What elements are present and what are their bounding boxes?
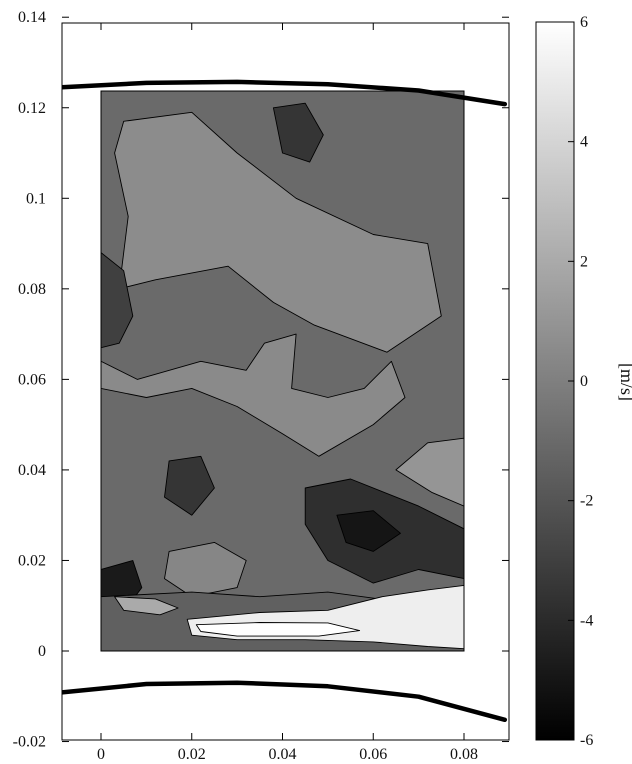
colorbar-tick-label: -6 — [580, 732, 593, 749]
colorbar-tick-label: 4 — [580, 134, 588, 151]
colorbar-tick-label: 2 — [580, 253, 588, 270]
contour-region-upper-dark-patch — [272, 102, 324, 163]
y-tick-label: 0.04 — [18, 462, 46, 479]
measurement-window — [100, 90, 465, 652]
colorbar-ticks: -6 -4 -2 0 2 4 6 — [568, 14, 593, 749]
contour-region-bottom-bright-strip — [195, 622, 361, 637]
y-tick-label: 0.14 — [18, 9, 46, 26]
x-tick-label: 0.02 — [178, 746, 206, 763]
colorbar-gradient — [535, 21, 575, 741]
contour-region-mid-dark-blob — [164, 455, 215, 516]
y-tick-label: 0 — [38, 643, 46, 660]
x-tick-label: 0.08 — [450, 746, 478, 763]
lower-wall-curve — [62, 680, 508, 723]
x-tick-label: 0 — [97, 746, 105, 763]
contour-regions — [101, 91, 464, 651]
contour-region-lower-core-dark — [336, 510, 401, 552]
contour-region-right-light-area — [395, 437, 464, 507]
colorbar-tick-label: 0 — [580, 373, 588, 390]
colorbar: -6 -4 -2 0 2 4 6 [m/s] — [535, 14, 632, 749]
y-tick-label: 0.1 — [26, 190, 46, 207]
contour-region-bottom-left-light — [114, 596, 179, 616]
x-tick-label: 0.06 — [359, 746, 387, 763]
y-tick-label: 0.08 — [18, 281, 46, 298]
x-tick-label: 0.04 — [269, 746, 297, 763]
y-axis: -0.02 0 0.02 0.04 0.06 0.08 0.1 0.12 0.14 — [13, 9, 509, 751]
colorbar-tick-label: -2 — [580, 493, 593, 510]
channel-walls — [62, 79, 508, 723]
contour-region-left-dark-band — [101, 252, 134, 349]
velocity-field — [101, 91, 464, 651]
contour-region-upper-light-area — [114, 111, 442, 353]
x-axis: 0 0.02 0.04 0.06 0.08 — [97, 23, 478, 763]
upper-wall-curve — [62, 79, 508, 107]
colorbar-tick-label: 6 — [580, 14, 588, 31]
contour-region-lower-mid-light — [164, 541, 247, 598]
y-tick-label: -0.02 — [13, 734, 46, 751]
colorbar-tick-label: -4 — [580, 612, 593, 629]
colorbar-label: [m/s] — [617, 363, 632, 401]
contour-region-mid-light-area — [101, 333, 406, 457]
y-tick-label: 0.06 — [18, 371, 46, 388]
y-tick-label: 0.12 — [18, 100, 46, 117]
y-tick-label: 0.02 — [18, 552, 46, 569]
